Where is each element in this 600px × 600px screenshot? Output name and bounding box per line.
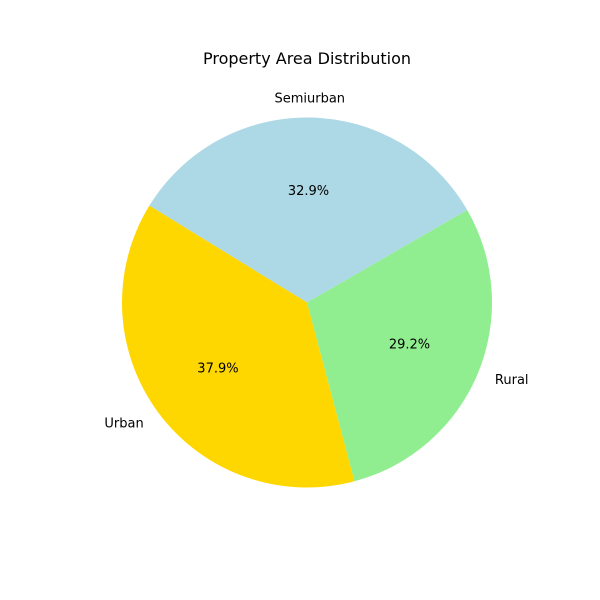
- slice-label-urban: Urban: [104, 417, 143, 432]
- slice-percent-urban: 37.9%: [197, 361, 238, 376]
- pie-slice-rural: [307, 210, 492, 482]
- chart-title: Property Area Distribution: [203, 49, 411, 68]
- slice-label-rural: Rural: [495, 373, 529, 388]
- slice-percent-semiurban: 32.9%: [288, 184, 329, 199]
- pie-slice-semiurban: [149, 117, 468, 303]
- slice-label-semiurban: Semiurban: [274, 92, 345, 107]
- pie-slice-urban: [122, 205, 355, 488]
- slice-percent-rural: 29.2%: [389, 338, 430, 353]
